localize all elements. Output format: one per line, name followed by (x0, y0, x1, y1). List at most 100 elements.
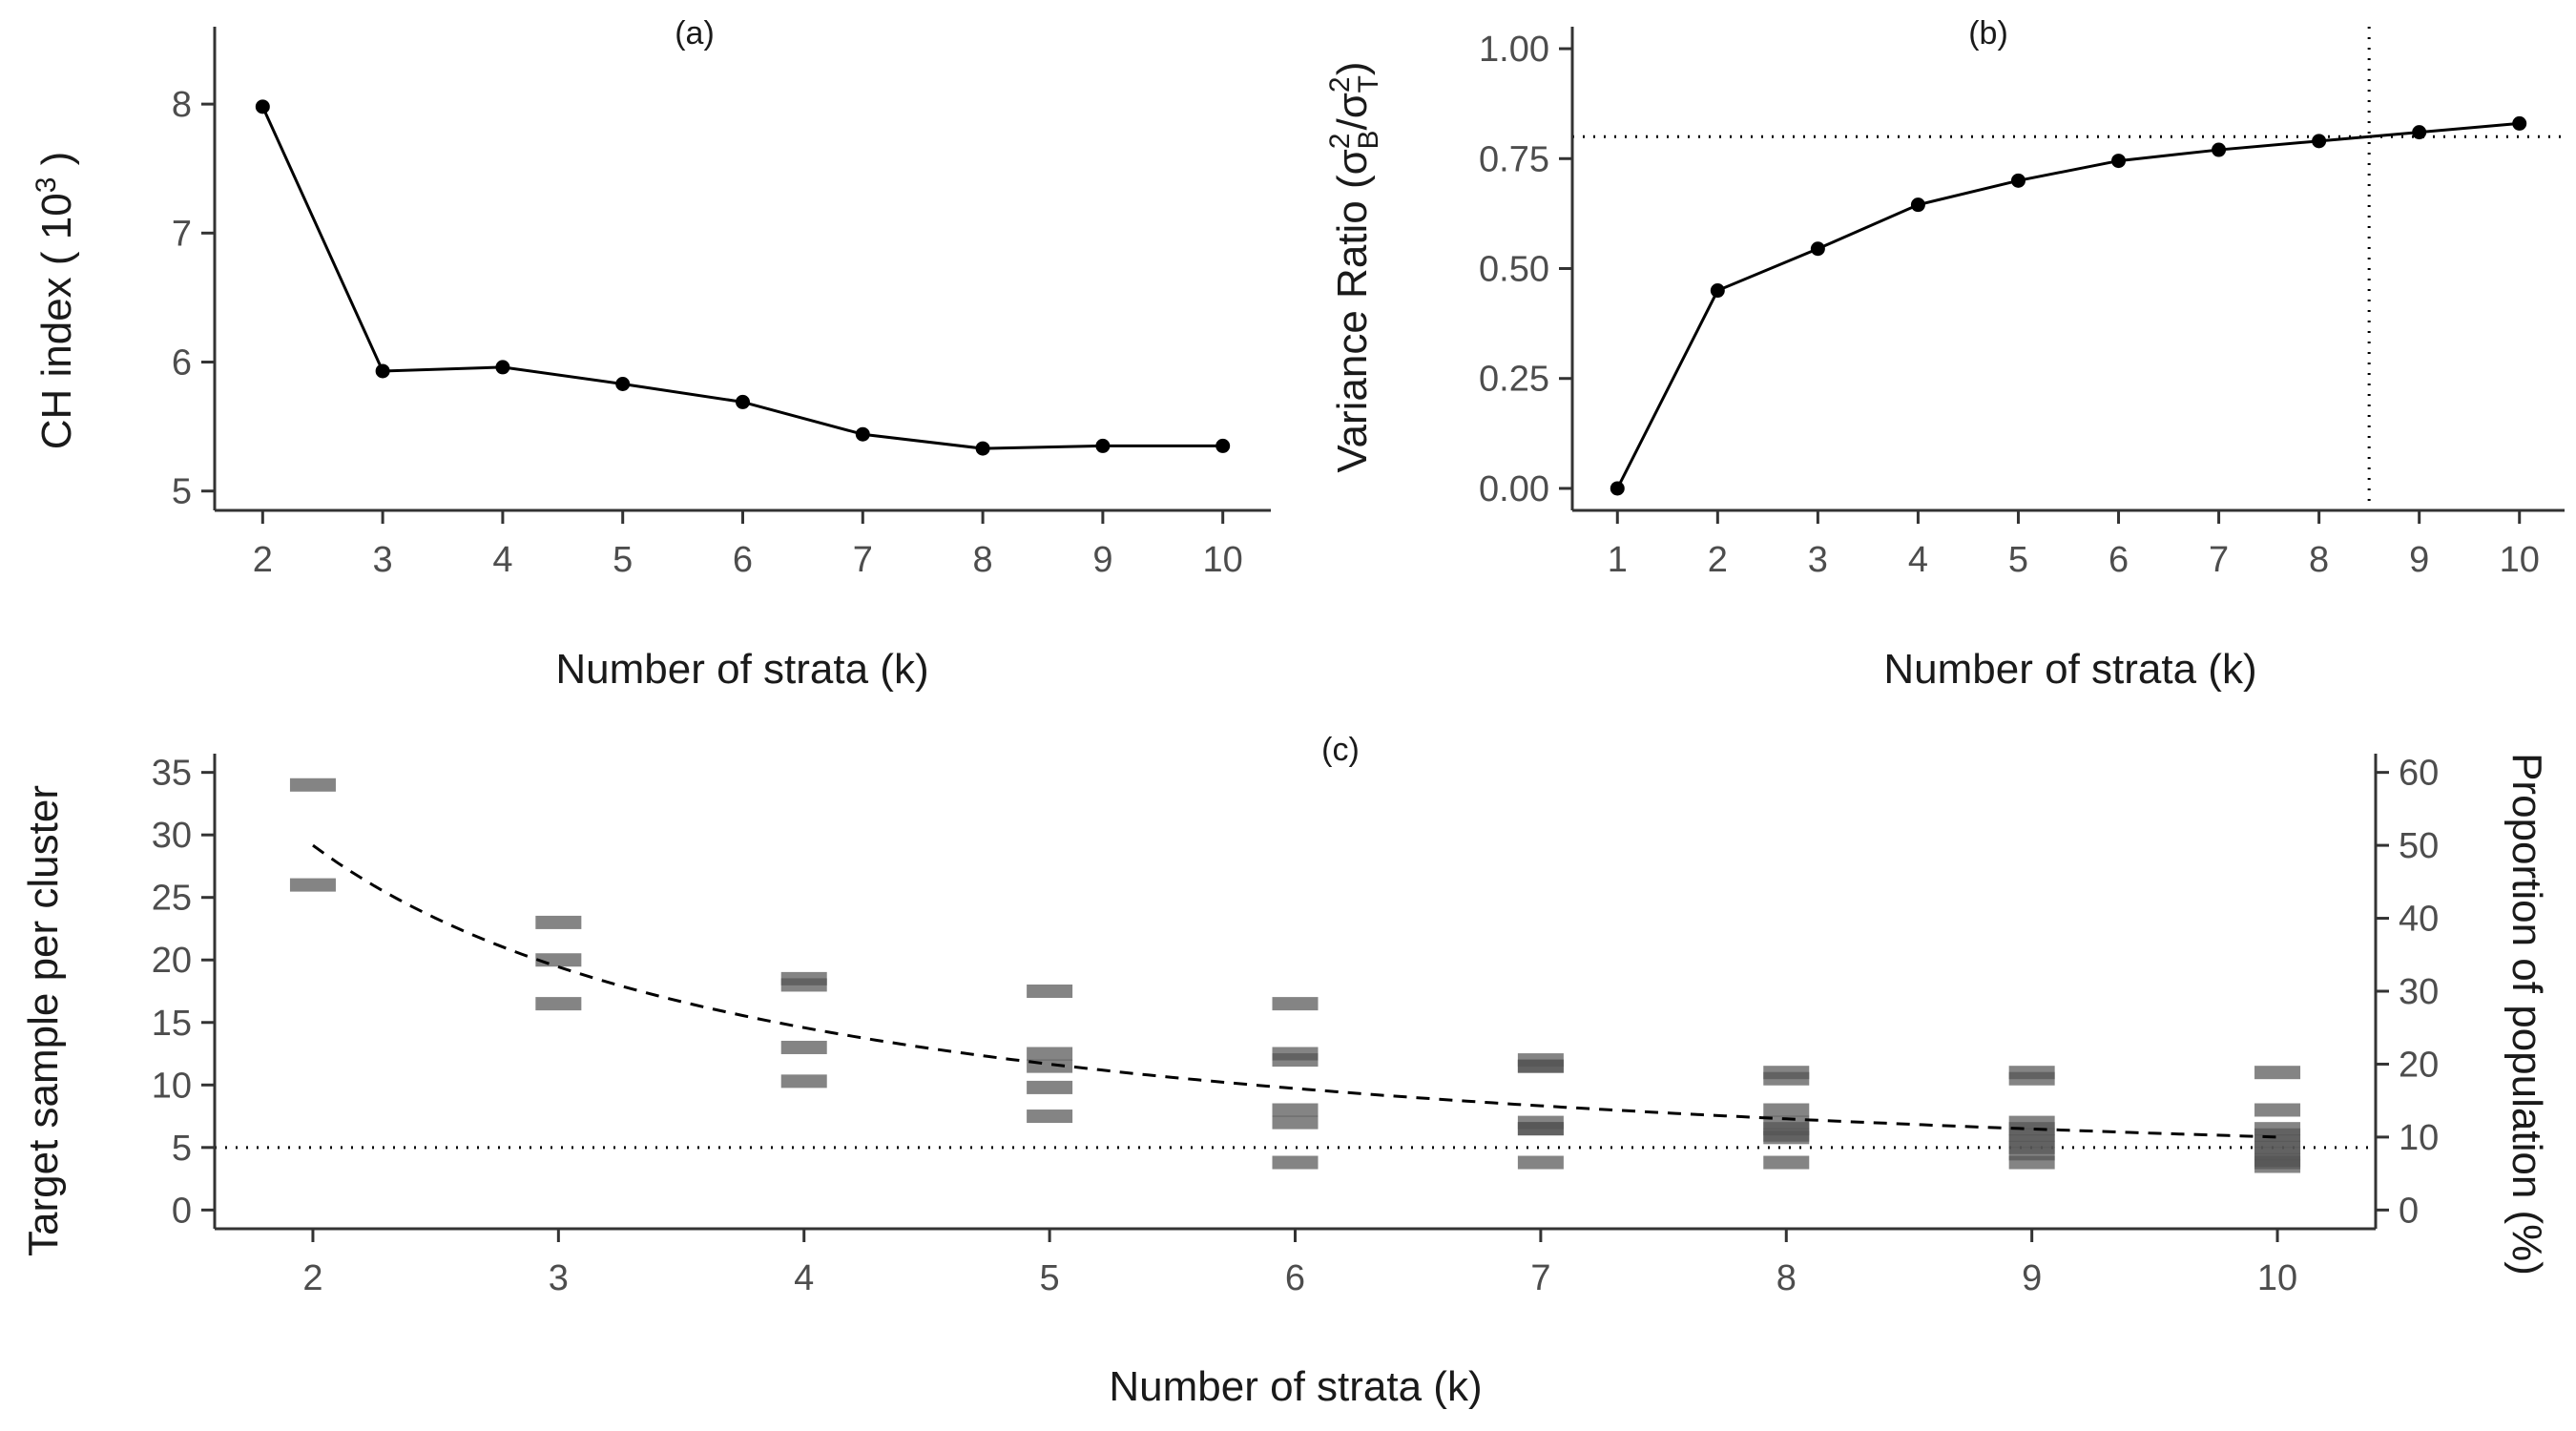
panel-b-y-axis-title: Variance Ratio (σ2B/σ2T) (1324, 61, 1384, 472)
panel-a-ylabel-end: ) (33, 152, 80, 177)
panel-a-ch-index: 2 3 4 5 6 7 8 9 10 5 6 7 8 (a) Number of strata (k)… (31, 15, 1271, 693)
panel-c-left-y-tick-label: 5 (172, 1129, 192, 1169)
panel-b-series-line (1615, 121, 2520, 489)
panel-c-sample-marker (1763, 1130, 1810, 1145)
panel-c-letter: (c) (1321, 732, 1360, 768)
panel-a-data-point (255, 99, 270, 114)
panel-b-x-tick-label: 4 (1908, 540, 1928, 580)
panel-b-data-point (1910, 197, 1925, 213)
panel-b-variance-ratio: 1 2 3 4 5 6 7 8 9 10 0.00 0.25 0.50 0.75 1.00 (b) Num… (1324, 15, 2565, 693)
panel-c-x-tick-label: 6 (1285, 1258, 1305, 1298)
panel-c-sample-marker (1272, 1053, 1319, 1068)
panel-c-x-axis: 2 3 4 5 6 7 8 9 10 (215, 1227, 2376, 1298)
panel-c-sample-marker (1027, 985, 1073, 998)
panel-c-right-y-tick-label: 40 (2399, 900, 2439, 940)
panel-b-y-tick-label: 1.00 (1479, 30, 1549, 70)
panel-c-left-y-tick-label: 25 (152, 879, 192, 919)
panel-a-x-tick-label: 8 (973, 540, 993, 580)
panel-c-sample-marker (1763, 1155, 1810, 1170)
panel-c-x-tick-label: 2 (302, 1258, 322, 1298)
panel-c-sample-marker (2008, 1071, 2055, 1086)
panel-c-sample-marker (1517, 1059, 1564, 1073)
panel-b-x-tick-label: 1 (1608, 540, 1628, 580)
panel-c-sample-marker (1272, 1103, 1319, 1117)
panel-a-y-axis: 5 6 7 8 (172, 27, 217, 512)
panel-c-right-y-tick-label: 30 (2399, 972, 2439, 1012)
panel-b-x-axis: 1 2 3 4 5 6 7 8 9 10 (1572, 508, 2565, 580)
panel-b-x-axis-title: Number of strata (k) (1883, 646, 2256, 693)
panel-a-y-axis-title: CH index ( 103 ) (31, 152, 80, 450)
panel-a-data-point (1215, 438, 1231, 453)
panel-c-sample-marker (535, 915, 582, 929)
panel-a-x-tick-label: 3 (373, 540, 393, 580)
panel-c-right-y-tick-label: 10 (2399, 1118, 2439, 1158)
panel-c-sample-marker (289, 878, 336, 892)
panel-c-sample-marker (535, 997, 582, 1011)
panel-a-y-tick-label: 7 (172, 214, 192, 254)
panel-b-data-point (2412, 125, 2427, 140)
panel-c-sample-marker (1517, 1155, 1564, 1170)
panel-a-letter: (a) (675, 15, 715, 52)
panel-c-x-tick-label: 7 (1530, 1258, 1550, 1298)
panel-a-data-point (495, 360, 510, 375)
panel-b-data-point (2010, 173, 2025, 188)
panel-a-data-point (1095, 438, 1111, 453)
panel-c-left-y-tick-label: 35 (152, 754, 192, 794)
panel-b-data-point (1610, 481, 1625, 496)
panel-c-x-tick-label: 8 (1776, 1258, 1797, 1298)
panel-a-x-axis-title: Number of strata (k) (555, 646, 928, 693)
panel-a-data-point (375, 363, 390, 379)
panel-a-ylabel-superscript: 3 (31, 177, 62, 194)
panel-c-sample-marker (2254, 1159, 2301, 1173)
panel-a-x-tick-label: 5 (613, 540, 633, 580)
panel-b-data-point (1810, 241, 1825, 257)
panel-c-right-y-axis-title: Proportion of population (%) (2503, 753, 2550, 1275)
panel-b-x-tick-label: 3 (1808, 540, 1828, 580)
panel-c-sample-marker (1027, 1080, 1073, 1094)
panel-c-sample-marker (1763, 1071, 1810, 1086)
panel-a-x-tick-label: 6 (733, 540, 753, 580)
panel-c-plot-area (215, 778, 2376, 1173)
panel-a-data-point (855, 426, 870, 442)
panel-a-data-point (975, 441, 990, 456)
panel-b-plot-area (1572, 27, 2565, 510)
panel-c-sample-marker (289, 778, 336, 792)
panel-c-sample-marker (1763, 1103, 1810, 1117)
panel-c-x-tick-label: 10 (2257, 1258, 2297, 1298)
panel-b-data-point (2512, 115, 2527, 131)
panel-a-x-axis: 2 3 4 5 6 7 8 9 10 (215, 508, 1271, 580)
panel-c-sample-marker (2254, 1066, 2301, 1080)
panel-b-x-tick-label: 8 (2309, 540, 2329, 580)
panel-c-sample-marker (1027, 1047, 1073, 1061)
panel-c-sample-marker (1272, 1155, 1319, 1170)
panel-c-right-y-tick-label: 0 (2399, 1191, 2419, 1231)
panel-b-x-tick-label: 10 (2500, 540, 2540, 580)
panel-c-left-y-axis-title: Target sample per cluster (20, 785, 67, 1256)
panel-c-right-y-tick-label: 20 (2399, 1045, 2439, 1085)
panel-c-sample-marker (1027, 1110, 1073, 1124)
panel-c-left-y-axis: 0 5 10 15 20 25 30 35 (152, 754, 217, 1231)
panel-c-sample-marker (1272, 1115, 1319, 1130)
panel-c-x-tick-label: 3 (549, 1258, 569, 1298)
panel-b-letter: (b) (1968, 15, 2008, 52)
panel-c-sample-marker (780, 1040, 827, 1054)
panel-a-data-point (736, 394, 750, 409)
panel-b-x-tick-label: 5 (2008, 540, 2028, 580)
panel-b-data-point (2212, 142, 2227, 157)
panel-b-y-tick-label: 0.25 (1479, 360, 1549, 400)
panel-a-y-tick-label: 8 (172, 85, 192, 125)
panel-a-ylabel-main: CH index ( 10 (33, 193, 80, 449)
panel-b-y-axis: 0.00 0.25 0.50 0.75 1.00 (1479, 27, 1574, 510)
panel-c-x-axis-title: Number of strata (k) (1109, 1363, 1482, 1410)
panel-a-x-tick-label: 4 (492, 540, 512, 580)
panel-c-right-y-tick-label: 60 (2399, 754, 2439, 794)
panel-c-left-y-tick-label: 0 (172, 1191, 192, 1231)
panel-c-left-y-tick-label: 10 (152, 1066, 192, 1106)
panel-a-y-tick-label: 6 (172, 343, 192, 384)
panel-c-sample-marker (2008, 1155, 2055, 1170)
panel-c-right-y-tick-label: 50 (2399, 826, 2439, 866)
panel-b-y-tick-label: 0.75 (1479, 139, 1549, 179)
panel-c-sample-marker (2254, 1103, 2301, 1117)
